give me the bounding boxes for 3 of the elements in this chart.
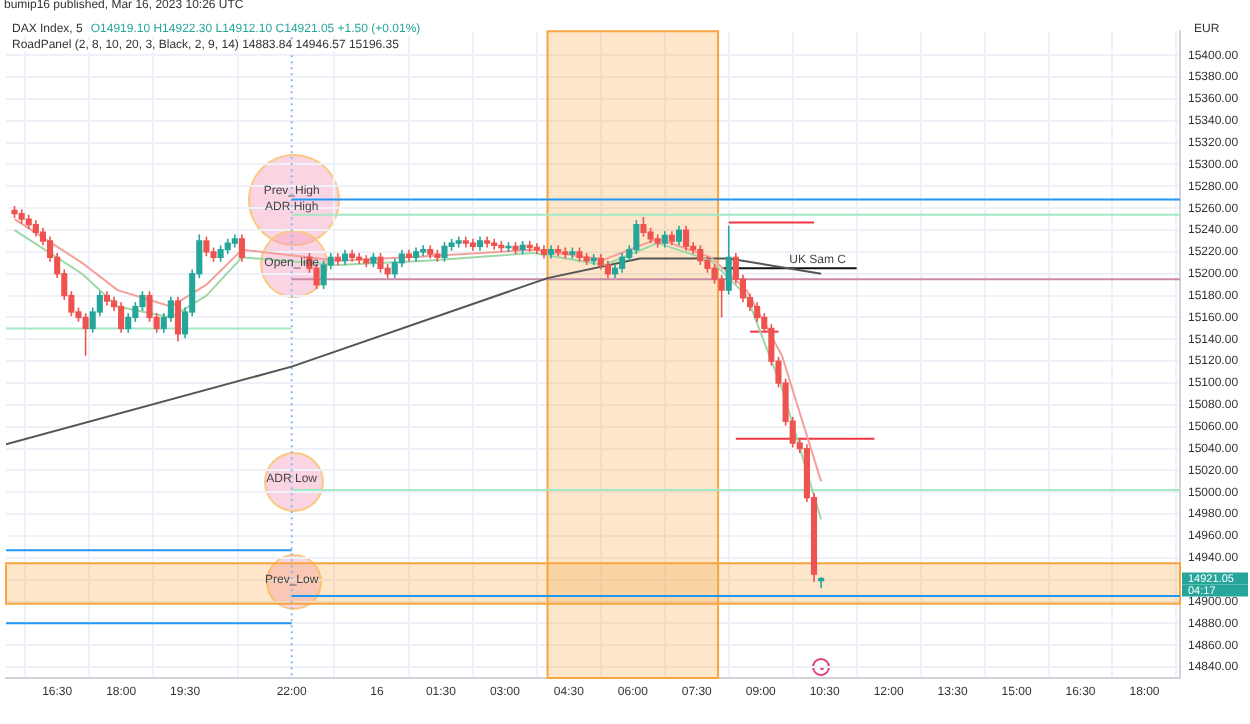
candlestick <box>441 241 448 263</box>
candlestick <box>640 216 647 238</box>
candlestick <box>377 252 384 274</box>
